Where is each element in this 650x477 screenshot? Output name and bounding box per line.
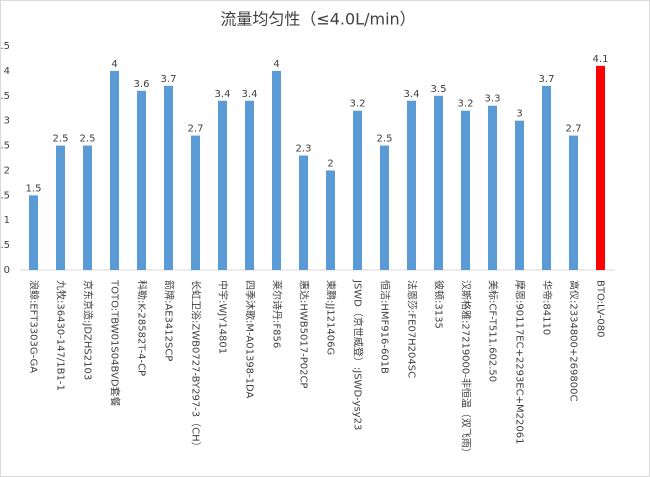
bar bbox=[110, 70, 119, 270]
y-tick-label: 4 bbox=[4, 66, 10, 77]
x-tick-label: 摩恩:90117EC+2293EC+M22061 bbox=[514, 280, 527, 444]
data-label: 2.3 bbox=[296, 144, 312, 155]
data-label: 3.2 bbox=[458, 99, 474, 110]
data-label: 3.6 bbox=[134, 79, 150, 90]
data-label: 3.4 bbox=[215, 89, 231, 100]
bar bbox=[542, 85, 551, 270]
x-tick-label: 高仪:2334800+269800C bbox=[568, 280, 581, 401]
y-tick-label: 2.5 bbox=[0, 141, 10, 152]
bar bbox=[488, 105, 497, 270]
data-label: 2.5 bbox=[377, 134, 393, 145]
bar bbox=[434, 95, 443, 271]
data-label: 3.5 bbox=[431, 84, 447, 95]
x-tick-label: 惠达:HWB5017-P02CP bbox=[298, 280, 311, 388]
x-tick-label: 京东京造:JDZHS2103 bbox=[82, 280, 95, 380]
x-tick-label: 恒洁:HMF916-601B bbox=[379, 280, 392, 374]
x-tick-label: 東鹏:JJ121406G bbox=[325, 280, 338, 355]
data-label: 2.5 bbox=[80, 134, 96, 145]
data-label: 4 bbox=[111, 59, 117, 70]
bar bbox=[218, 100, 227, 270]
x-tick-label: 莱尔诗丹:F856 bbox=[271, 280, 284, 348]
bar bbox=[596, 65, 605, 271]
y-tick-label: 4.5 bbox=[0, 41, 10, 52]
data-label: 3.4 bbox=[404, 89, 420, 100]
data-label: 2.7 bbox=[566, 124, 582, 135]
y-tick-label: 2 bbox=[4, 165, 10, 176]
x-tick-label: BTO:LV-080 bbox=[595, 280, 606, 337]
bar bbox=[380, 145, 389, 270]
x-tick-label: 九牧:36430-147/1B1-1 bbox=[55, 280, 68, 391]
y-tick-label: 1.5 bbox=[0, 190, 10, 201]
bar bbox=[83, 145, 92, 270]
bar bbox=[272, 70, 281, 270]
x-tick-label: JSWD（京世威登）:JSWD-ysy23 bbox=[352, 279, 365, 430]
bar bbox=[461, 110, 470, 270]
data-label: 3 bbox=[516, 109, 522, 120]
bar bbox=[299, 155, 308, 270]
bar bbox=[191, 135, 200, 270]
bar bbox=[407, 100, 416, 270]
x-tick-label: 汉斯格雅:27219000-非恒温（双飞雨） bbox=[460, 280, 473, 458]
chart-title: 流量均匀性（≤4.0L/min） bbox=[220, 10, 415, 29]
x-tick-label: 浪鲸:EFT3303G-GA bbox=[28, 280, 41, 373]
x-tick-label: 彼顿:3135 bbox=[433, 280, 446, 329]
bar bbox=[56, 145, 65, 270]
y-tick-label: 0 bbox=[4, 265, 10, 276]
x-tick-label: TOTO:TBW01S04BVD套餐 bbox=[109, 279, 122, 407]
data-label: 2.7 bbox=[188, 124, 204, 135]
bar bbox=[326, 170, 335, 270]
data-label: 1.5 bbox=[26, 183, 42, 194]
data-label: 3.2 bbox=[350, 99, 366, 110]
y-tick-label: 0.5 bbox=[0, 240, 10, 251]
data-label: 2.5 bbox=[53, 134, 69, 145]
data-label: 3.7 bbox=[161, 74, 177, 85]
data-label: 3.7 bbox=[539, 74, 555, 85]
bar bbox=[245, 100, 254, 270]
x-tick-label: 箭牌:AE3412SCP bbox=[163, 280, 176, 361]
x-tick-label: 科勒:K-28582T-4-CP bbox=[136, 280, 149, 376]
x-tick-label: 中宇:WJY14801 bbox=[217, 280, 230, 354]
bar bbox=[164, 85, 173, 270]
data-label: 3.3 bbox=[485, 94, 501, 105]
bar bbox=[515, 120, 524, 271]
bar bbox=[569, 135, 578, 270]
y-tick-label: 3.5 bbox=[0, 91, 10, 102]
bar bbox=[353, 110, 362, 270]
x-tick-label: 华帝:84110 bbox=[541, 280, 554, 335]
x-tick-label: 美标:CF-T511.602.50 bbox=[487, 280, 500, 382]
x-tick-label: 四季沐歌:M-A01398-1DA bbox=[244, 280, 257, 399]
y-tick-label: 3 bbox=[4, 116, 10, 127]
data-label: 3.4 bbox=[242, 89, 258, 100]
bar bbox=[137, 90, 146, 270]
x-tick-label: 法恩莎:FE07H204SC bbox=[406, 280, 419, 378]
data-label: 4 bbox=[273, 59, 279, 70]
data-label: 2 bbox=[327, 158, 333, 169]
x-tick-label: 长虹卫浴:ZWB0727-BY297-3（CH） bbox=[190, 280, 202, 452]
bar bbox=[29, 195, 38, 270]
data-label: 4.1 bbox=[593, 54, 609, 65]
y-tick-label: 1 bbox=[4, 215, 10, 226]
